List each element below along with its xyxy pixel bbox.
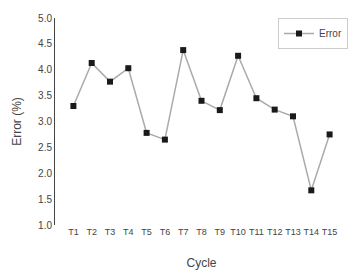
svg-text:T9: T9 — [215, 227, 226, 237]
svg-text:1.0: 1.0 — [38, 220, 52, 231]
svg-text:5.0: 5.0 — [38, 13, 52, 24]
svg-text:1.5: 1.5 — [38, 194, 52, 205]
svg-text:Error (%): Error (%) — [10, 97, 24, 146]
svg-text:T4: T4 — [123, 227, 134, 237]
svg-text:T3: T3 — [105, 227, 116, 237]
svg-text:4.0: 4.0 — [38, 64, 52, 75]
svg-text:T7: T7 — [178, 227, 189, 237]
svg-text:Cycle: Cycle — [186, 256, 216, 270]
svg-text:T12: T12 — [267, 227, 283, 237]
svg-text:T15: T15 — [322, 227, 338, 237]
svg-text:3.5: 3.5 — [38, 90, 52, 101]
svg-text:T8: T8 — [196, 227, 207, 237]
svg-text:T14: T14 — [304, 227, 320, 237]
svg-text:2.5: 2.5 — [38, 142, 52, 153]
svg-text:2.0: 2.0 — [38, 168, 52, 179]
svg-text:Error: Error — [319, 28, 342, 39]
svg-text:3.0: 3.0 — [38, 116, 52, 127]
svg-text:T6: T6 — [160, 227, 171, 237]
svg-text:T13: T13 — [285, 227, 301, 237]
svg-text:4.5: 4.5 — [38, 38, 52, 49]
svg-text:T11: T11 — [249, 227, 264, 237]
svg-text:T5: T5 — [141, 227, 152, 237]
svg-text:T10: T10 — [230, 227, 246, 237]
svg-text:T2: T2 — [86, 227, 97, 237]
svg-text:T1: T1 — [68, 227, 79, 237]
